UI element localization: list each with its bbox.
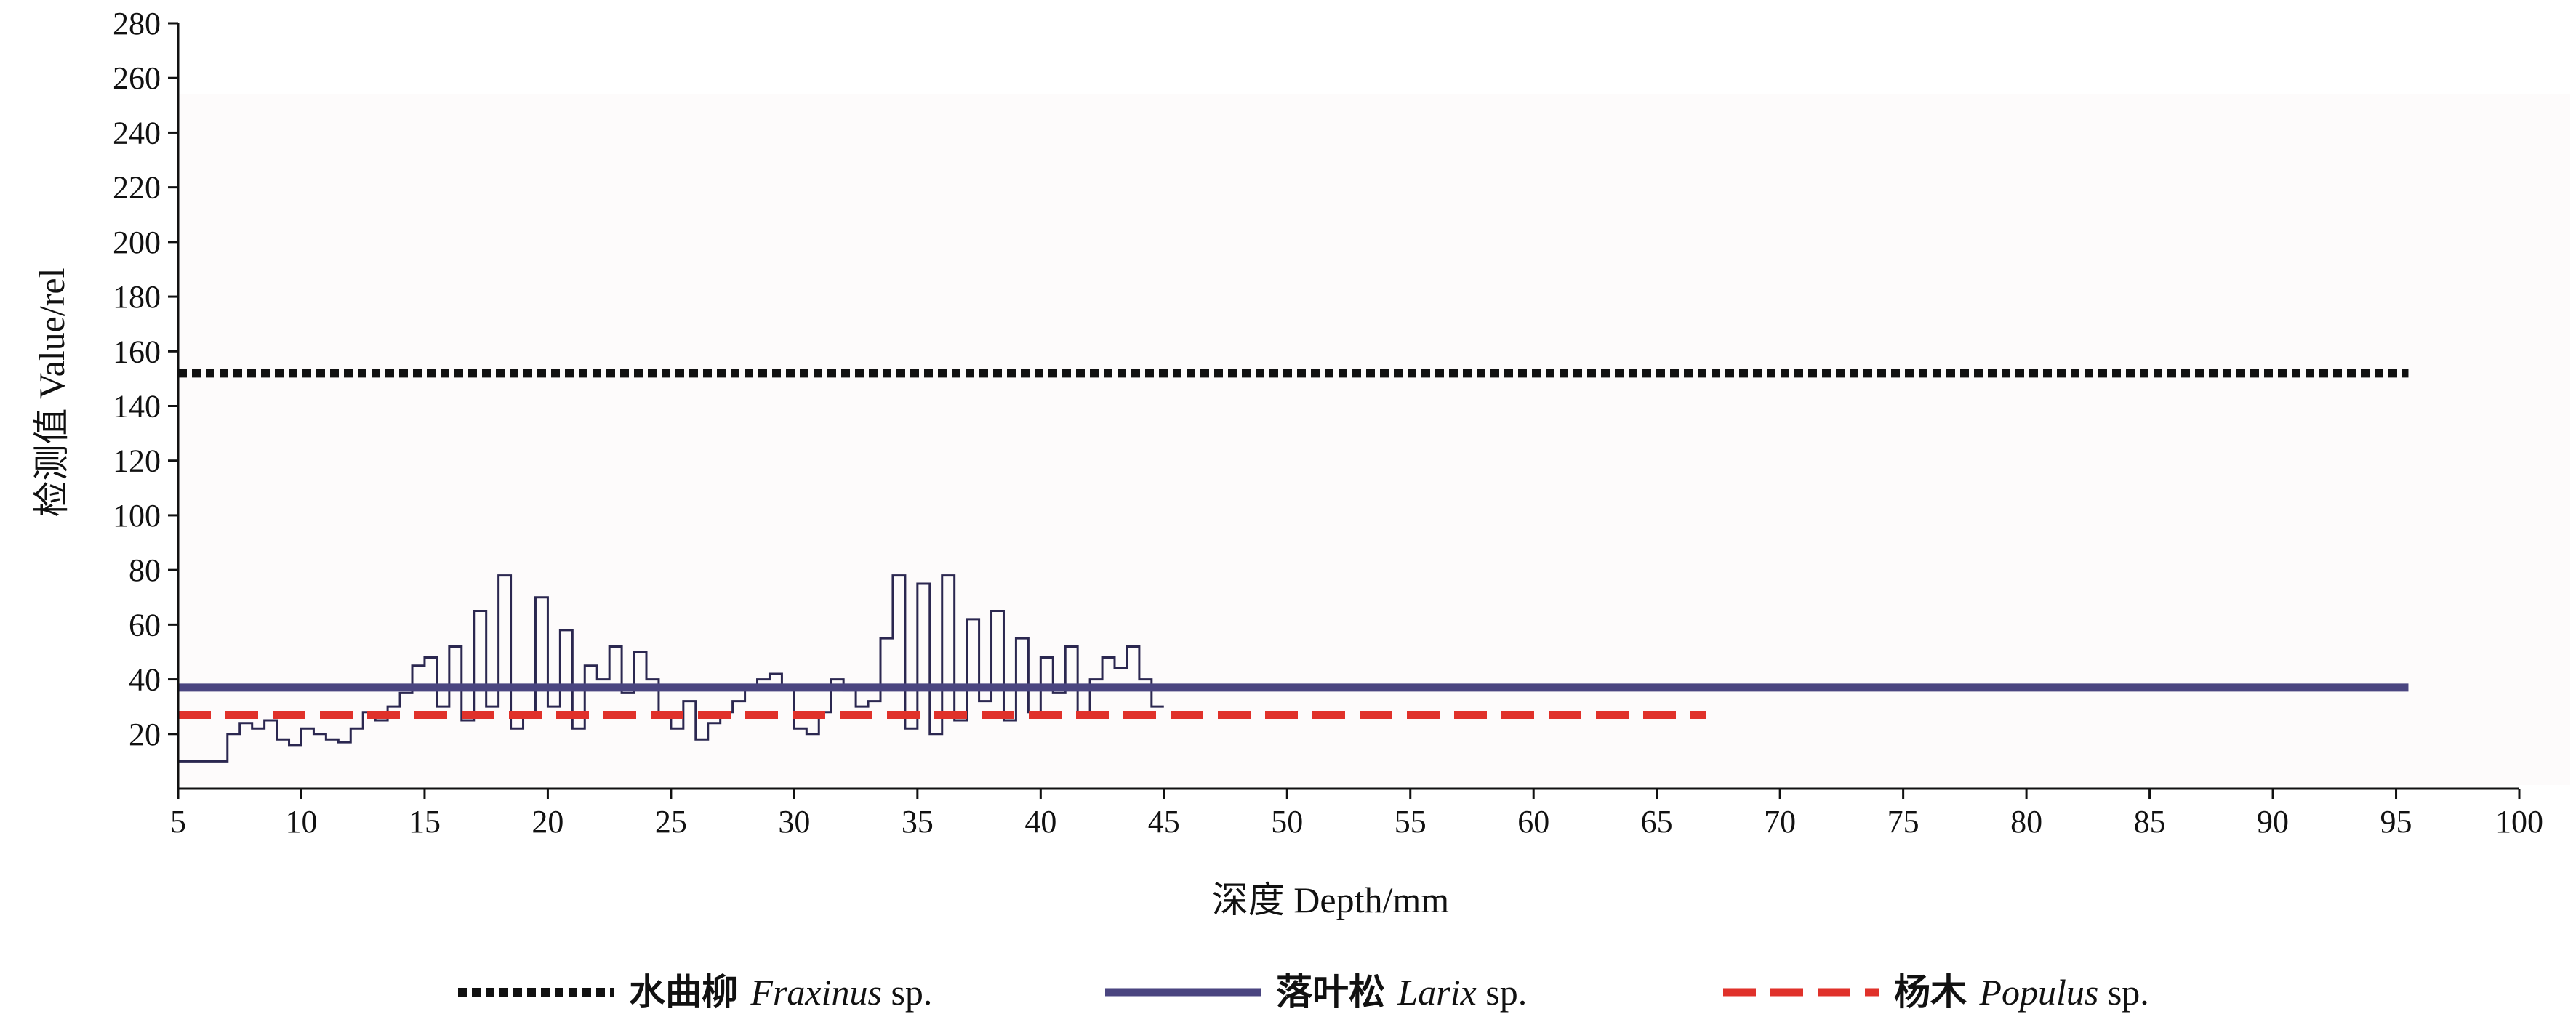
y-tick-label: 20: [129, 717, 161, 752]
x-tick-label: 45: [1148, 804, 1180, 840]
x-tick-label: 10: [285, 804, 317, 840]
y-tick-label: 220: [113, 170, 161, 206]
y-tick-label: 60: [129, 607, 161, 643]
x-tick-label: 35: [902, 804, 934, 840]
x-tick-label: 95: [2380, 804, 2412, 840]
x-tick-label: 5: [170, 804, 186, 840]
legend-label-1: 落叶松 Larix sp.: [1276, 971, 1527, 1013]
x-tick-label: 25: [655, 804, 687, 840]
y-ticks: 20 40 60 80 100 120 140 160 180 200 220 240 260 280: [113, 6, 178, 752]
x-tick-label: 75: [1887, 804, 1919, 840]
x-tick-label: 60: [1517, 804, 1549, 840]
y-tick-label: 140: [113, 389, 161, 425]
y-tick-label: 120: [113, 443, 161, 479]
legend-label-2: 杨木 Populus sp.: [1894, 971, 2149, 1013]
x-tick-label: 55: [1395, 804, 1427, 840]
x-tick-label: 65: [1641, 804, 1673, 840]
y-tick-label: 200: [113, 225, 161, 260]
x-tick-label: 85: [2134, 804, 2166, 840]
x-tick-label: 40: [1024, 804, 1056, 840]
y-axis-title: 检测值 Value/rel: [31, 268, 72, 518]
x-tick-label: 15: [409, 804, 441, 840]
x-tick-label: 70: [1764, 804, 1796, 840]
y-tick-label: 180: [113, 279, 161, 315]
legend-label-0: 水曲柳 Fraxinus sp.: [629, 971, 932, 1013]
y-tick-label: 160: [113, 334, 161, 369]
x-tick-label: 80: [2010, 804, 2042, 840]
x-axis-title: 深度 Depth/mm: [1212, 880, 1449, 920]
y-tick-label: 80: [129, 552, 161, 588]
series-lines: [178, 369, 2409, 719]
x-tick-label: 100: [2495, 804, 2543, 840]
x-tick-label: 20: [531, 804, 563, 840]
x-tick-label: 30: [778, 804, 810, 840]
legend: 水曲柳 Fraxinus sp. 落叶松 Larix sp. 杨木 Populus …: [458, 971, 2149, 1013]
y-tick-label: 280: [113, 6, 161, 41]
y-tick-label: 260: [113, 60, 161, 96]
x-ticks: 5 10 15 20 25 30 35 40 45 50 55 60 65 70 75 80 85 90 95 100: [170, 789, 2543, 840]
y-tick-label: 40: [129, 662, 161, 698]
plot-background: [178, 94, 2570, 785]
y-tick-label: 100: [113, 498, 161, 534]
y-tick-label: 240: [113, 115, 161, 150]
x-tick-label: 50: [1271, 804, 1303, 840]
x-tick-label: 90: [2257, 804, 2289, 840]
